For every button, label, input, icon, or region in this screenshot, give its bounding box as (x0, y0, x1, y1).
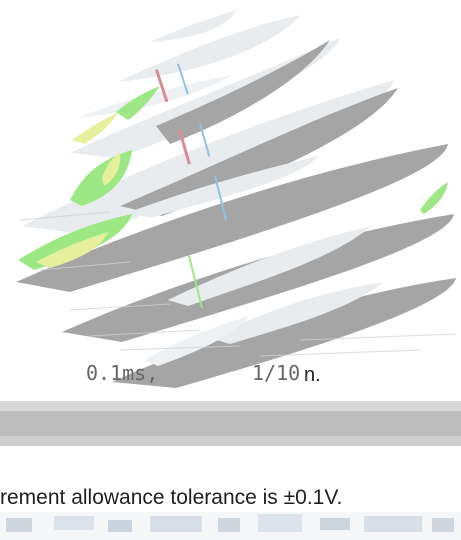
leaf-band-2 (22, 80, 398, 236)
streak (76, 75, 232, 118)
leaf-band-3 (16, 144, 448, 292)
hatch-lines (19, 211, 457, 357)
text-fragment-lead: n. (304, 364, 321, 386)
text-fragment-time: 0.1ms, (86, 361, 159, 385)
tolerance-sentence: rement allowance tolerance is ±0.1V. (0, 486, 343, 509)
leaf-band-1 (70, 38, 340, 158)
text-fragment-ratio: 1/10. (252, 361, 313, 385)
bottom-noise (0, 512, 461, 540)
streak (118, 15, 300, 82)
streak (150, 10, 236, 42)
leaf-band-4 (62, 214, 454, 342)
streak-group-top (76, 10, 300, 118)
gray-strip (0, 401, 461, 446)
leaf-band-5 (112, 278, 456, 388)
